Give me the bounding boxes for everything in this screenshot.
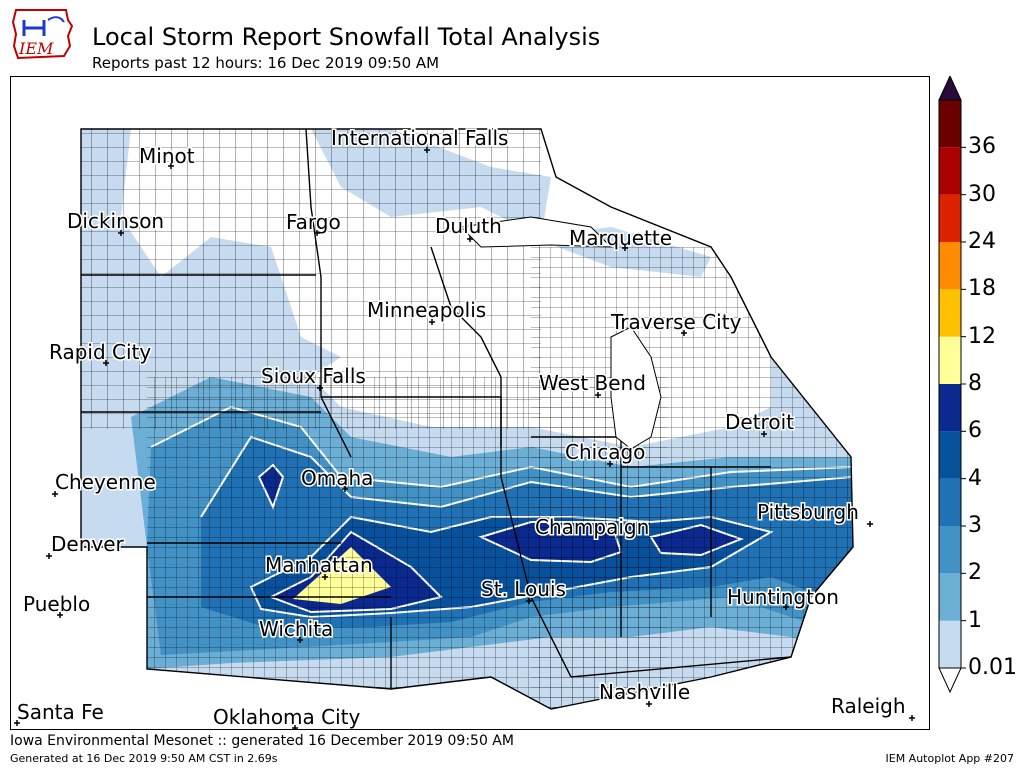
colorbar-tick-label: 24 [968, 229, 996, 254]
colorbar-tick-label: 3 [968, 513, 982, 538]
colorbar-tick-label: 4 [968, 465, 982, 491]
city-chicago: Chicago [565, 440, 645, 464]
colorbar-tick-label: 12 [968, 323, 996, 349]
city-nashville: Nashville [599, 680, 690, 704]
city-raleigh: Raleigh [831, 694, 906, 718]
city-pittsburgh: Pittsburgh [757, 500, 859, 524]
footer-app: IEM Autoplot App #207 [885, 752, 1015, 765]
city-minot: Minot [139, 144, 195, 168]
colorbar-segments [939, 100, 961, 668]
colorbar-segment [939, 289, 961, 337]
city-pueblo: Pueblo [23, 592, 90, 616]
colorbar-tick-label: 6 [968, 418, 982, 444]
city-omaha: Omaha [301, 466, 373, 490]
footer-generated: Generated at 16 Dec 2019 9:50 AM CST in … [10, 752, 278, 765]
city-manhattan: Manhattan [265, 553, 373, 577]
colorbar-tick-label: 1 [968, 607, 982, 633]
colorbar-extend-bottom [938, 667, 962, 694]
page-title: Local Storm Report Snowfall Total Analys… [92, 23, 601, 51]
colorbar-segment [939, 620, 961, 668]
colorbar-segment [939, 573, 961, 621]
snowfall-colorbar [938, 76, 966, 694]
colorbar-segment [939, 384, 961, 432]
city-cheyenne: Cheyenne [55, 470, 156, 494]
colorbar-segment [939, 431, 961, 479]
iem-logo: IEM [11, 9, 74, 60]
map-canvas: International Falls Minot Dickinson Farg… [14, 125, 915, 730]
city-champaign: Champaign [535, 515, 649, 539]
city-marquette: Marquette [569, 226, 672, 250]
city-santa-fe: Santa Fe [17, 700, 104, 724]
colorbar-ticks [961, 146, 966, 669]
city-denver: Denver [51, 532, 125, 556]
colorbar-segment [939, 242, 961, 290]
city-international-falls: International Falls [331, 126, 508, 150]
page-subtitle: Reports past 12 hours: 16 Dec 2019 09:50… [92, 54, 440, 72]
colorbar-segment [939, 194, 961, 242]
colorbar-segment [939, 526, 961, 574]
colorbar-tick-label: 2 [968, 560, 982, 586]
colorbar-segment [939, 147, 961, 195]
colorbar-segment [939, 478, 961, 526]
city-traverse-city: Traverse City [610, 310, 742, 334]
city-dickinson: Dickinson [67, 209, 164, 233]
city-minneapolis: Minneapolis [367, 298, 486, 322]
colorbar-tick-label: 36 [968, 134, 996, 160]
city-fargo: Fargo [286, 210, 341, 234]
snowfall-map: International Falls Minot Dickinson Farg… [10, 76, 930, 730]
city-west-bend: West Bend [539, 371, 646, 395]
city-st-louis: St. Louis [481, 577, 566, 601]
colorbar-extend-top [938, 76, 962, 101]
state-boundaries [80, 128, 854, 710]
city-wichita: Wichita [259, 617, 333, 641]
city-huntington: Huntington [727, 585, 839, 609]
city-markers [14, 147, 915, 729]
city-duluth: Duluth [435, 214, 502, 238]
city-detroit: Detroit [725, 410, 794, 434]
svg-text:IEM: IEM [18, 39, 54, 58]
city-oklahoma-city: Oklahoma City [213, 705, 361, 729]
city-labels: International Falls Minot Dickinson Farg… [16, 125, 908, 730]
colorbar-tick-label: 18 [968, 276, 996, 302]
colorbar-tick-label: 0.01 [968, 655, 1017, 680]
colorbar-tick-label: 30 [968, 181, 996, 207]
footer-source: Iowa Environmental Mesonet :: generated … [10, 733, 514, 749]
colorbar-tick-label: 8 [968, 371, 982, 396]
city-sioux-falls: Sioux Falls [261, 364, 366, 388]
colorbar-segment [939, 336, 961, 384]
colorbar-segment [939, 100, 961, 148]
city-rapid-city: Rapid City [49, 340, 151, 364]
great-lakes [459, 216, 662, 450]
